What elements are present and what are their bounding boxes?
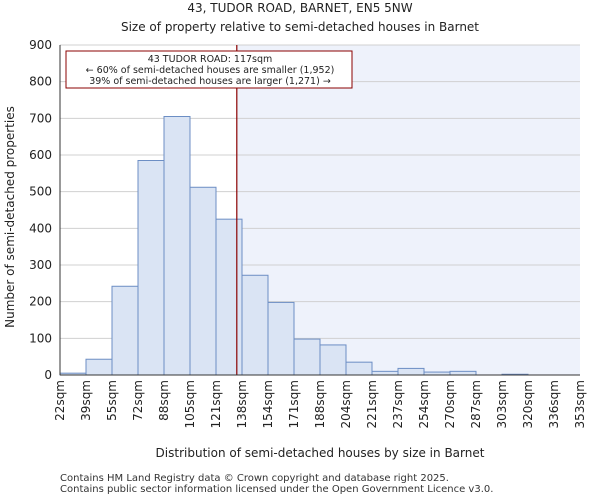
bar-121sqm — [215, 218, 243, 376]
x-tick-label-270sqm: 270sqm — [443, 380, 457, 428]
bar-204sqm — [345, 361, 373, 376]
bar-138sqm — [241, 274, 269, 376]
bar-188sqm — [319, 344, 347, 376]
x-tick-label-221sqm: 221sqm — [365, 380, 379, 428]
x-tick-label-254sqm: 254sqm — [417, 380, 431, 428]
x-tick-label-204sqm: 204sqm — [339, 380, 353, 428]
annotation-line-1: 43 TUDOR ROAD: 117sqm — [148, 54, 273, 65]
chart-subtitle: Size of property relative to semi-detach… — [121, 20, 479, 34]
annotation-box: 43 TUDOR ROAD: 117sqm ← 60% of semi-deta… — [65, 50, 353, 89]
y-tick-label-1: 100 — [29, 331, 52, 345]
x-tick-label-287sqm: 287sqm — [469, 380, 483, 428]
bar-154sqm — [267, 301, 295, 376]
x-tick-label-55sqm: 55sqm — [105, 380, 119, 421]
axes — [59, 45, 580, 376]
y-tick-label-0: 0 — [44, 368, 52, 382]
x-tick-labels: 22sqm 39sqm 55sqm 72sqm 88sqm 105sqm 121sqm 138… — [53, 380, 587, 428]
annotation-frame — [65, 50, 353, 89]
y-axis-label: Number of semi-detached properties — [3, 106, 17, 328]
annotation-line-3: 39% of semi-detached houses are larger (… — [89, 76, 331, 87]
x-tick-label-39sqm: 39sqm — [79, 380, 93, 421]
x-tick-label-171sqm: 171sqm — [287, 380, 301, 428]
chart-title: 43, TUDOR ROAD, BARNET, EN5 5NW — [187, 1, 412, 15]
footer-line-2: Contains public sector information licen… — [60, 484, 494, 495]
y-tick-label-4: 400 — [29, 221, 52, 235]
bar-221sqm — [371, 370, 399, 376]
bars — [59, 116, 529, 376]
y-tick-label-3: 300 — [29, 258, 52, 272]
x-tick-label-105sqm: 105sqm — [183, 380, 197, 428]
bar-171sqm — [293, 338, 321, 376]
y-tick-label-5: 500 — [29, 185, 52, 199]
x-tick-label-353sqm: 353sqm — [573, 380, 587, 428]
x-tick-label-22sqm: 22sqm — [53, 380, 67, 421]
x-tick-label-138sqm: 138sqm — [235, 380, 249, 428]
x-tick-label-237sqm: 237sqm — [391, 380, 405, 428]
x-tick-label-320sqm: 320sqm — [521, 380, 535, 428]
x-axis-label: Distribution of semi-detached houses by … — [156, 446, 485, 460]
bar-72sqm — [137, 160, 165, 376]
y-tick-label-6: 600 — [29, 148, 52, 162]
x-tick-label-121sqm: 121sqm — [209, 380, 223, 428]
y-tick-labels: 0 100 200 300 400 500 600 700 800 900 — [29, 38, 52, 382]
x-tick-label-154sqm: 154sqm — [261, 380, 275, 428]
annotation-line-2: ← 60% of semi-detached houses are smalle… — [86, 65, 335, 76]
x-tick-label-72sqm: 72sqm — [131, 380, 145, 421]
y-tick-label-7: 700 — [29, 111, 52, 125]
x-tick-label-336sqm: 336sqm — [547, 380, 561, 428]
y-tick-label-9: 900 — [29, 38, 52, 52]
bar-237sqm — [397, 367, 425, 376]
y-tick-label-8: 800 — [29, 75, 52, 89]
bar-105sqm — [189, 186, 217, 376]
bar-270sqm — [449, 370, 477, 376]
bar-39sqm — [85, 358, 113, 376]
footer: Contains HM Land Registry data © Crown c… — [60, 473, 493, 495]
x-tick-label-303sqm: 303sqm — [495, 380, 509, 428]
bar-55sqm — [111, 285, 139, 376]
y-tick-label-2: 200 — [29, 295, 52, 309]
x-tick-label-188sqm: 188sqm — [313, 380, 327, 428]
bar-88sqm — [163, 116, 191, 376]
footer-line-1: Contains HM Land Registry data © Crown c… — [60, 473, 449, 484]
x-tick-label-88sqm: 88sqm — [157, 380, 171, 421]
